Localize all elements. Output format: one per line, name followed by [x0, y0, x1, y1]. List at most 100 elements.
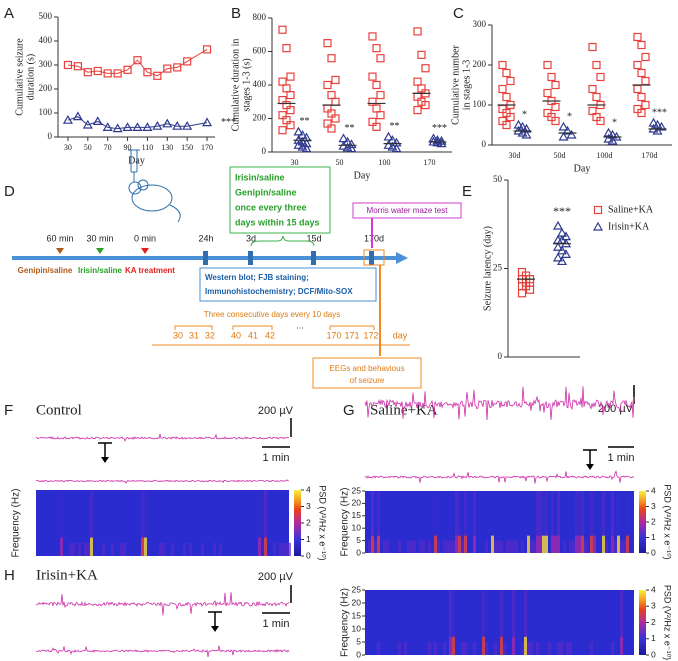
point: [286, 72, 295, 81]
spectrogram-cell: [446, 540, 449, 553]
spectrogram-cell: [455, 535, 458, 553]
x-tick-label: 50d: [554, 151, 566, 160]
spectrogram-cell: [626, 535, 629, 553]
spectrogram-cell: [162, 542, 165, 556]
panel-letter: C: [453, 5, 464, 22]
point: [293, 140, 304, 149]
spectrogram-cell: [201, 542, 204, 556]
point: [172, 120, 183, 130]
point: [143, 68, 152, 77]
x-axis-label: Day: [128, 155, 145, 166]
point: [551, 102, 560, 112]
spectrogram-cell: [563, 540, 566, 553]
point: [413, 106, 422, 115]
colorbar-label: PSD (V²/Hz x e⁻¹⁰): [663, 484, 673, 559]
eeg-trace: [35, 433, 290, 442]
point: [558, 131, 569, 141]
y-tick-label: 50: [493, 174, 503, 184]
annotation: *: [522, 109, 527, 120]
spectrogram-cell: [90, 490, 93, 538]
spectrogram-cell: [264, 537, 267, 556]
box-text: Immunohistochemistry; DCF/Mito-SOX: [205, 287, 353, 296]
y-axis-label: Frequency (Hz): [11, 489, 22, 558]
spectrogram-cell: [551, 535, 554, 553]
point: [498, 60, 507, 70]
point: [301, 143, 312, 153]
point: [543, 88, 552, 98]
y-tick-label: 0: [48, 131, 53, 141]
y-tick-label: 100: [473, 99, 487, 109]
y-tick-label: 400: [39, 35, 53, 45]
eeg-trace: [35, 479, 290, 484]
spectrogram-cell: [443, 540, 446, 553]
spectrogram-cell: [617, 491, 620, 536]
panel-d: D 60 min 30 min 0 min 24h 3d 15d 170d Ge…: [4, 149, 462, 389]
point: [282, 44, 291, 53]
spectrogram-cell: [87, 542, 90, 556]
spectrogram-cell: [539, 491, 542, 536]
spectrogram-cell: [377, 642, 380, 655]
box-text: Genipin/saline: [235, 187, 297, 197]
point: [372, 104, 381, 113]
box-text: days within 15 days: [235, 217, 320, 227]
series-line: [67, 48, 208, 77]
spectrogram-cell: [575, 535, 578, 553]
point: [436, 135, 447, 145]
point: [368, 72, 377, 81]
spectrogram-cell: [69, 542, 72, 556]
point: [331, 97, 340, 106]
y-tick-label: 0: [498, 351, 503, 361]
point: [592, 92, 601, 102]
point: [383, 140, 394, 149]
spectrogram-cell: [452, 540, 455, 553]
panel-letter: F: [4, 402, 13, 419]
spectrogram-cell: [506, 540, 509, 553]
spectrogram-cell: [512, 540, 515, 553]
y-axis-label: stages 1-3 (s): [241, 58, 252, 111]
spectrogram-cell: [494, 642, 497, 655]
annotation: **: [300, 116, 310, 127]
point: [297, 141, 308, 151]
point: [421, 64, 430, 73]
spectrogram-cell: [120, 542, 123, 556]
point: [286, 90, 295, 100]
point: [588, 42, 597, 52]
point: [182, 120, 193, 130]
legend-marker: [592, 221, 604, 231]
x-tick-label: 100: [379, 158, 391, 167]
point: [588, 84, 597, 94]
spectrogram-cell: [485, 642, 488, 655]
y-tick-label: 15: [352, 610, 362, 620]
y-tick-label: 5: [356, 535, 361, 545]
spectrogram-cell: [503, 642, 506, 655]
point: [278, 77, 287, 86]
arrow-head: [586, 464, 594, 470]
spectrogram-cell: [626, 491, 629, 536]
time-scale: 1 min: [263, 618, 290, 630]
spectrogram-cell: [461, 642, 464, 655]
point: [103, 69, 112, 78]
annotation: ***: [221, 117, 236, 128]
x-tick-label: 30d: [509, 151, 521, 160]
spectrogram-cell: [620, 540, 623, 553]
spectrogram-cell: [258, 537, 261, 556]
spectrogram-cell: [614, 540, 617, 553]
spectrogram-cell: [428, 540, 431, 553]
spectrogram-cell: [404, 642, 407, 655]
spectrogram-cell: [485, 540, 488, 553]
spectrogram-cell: [464, 642, 467, 655]
point: [633, 84, 642, 94]
time-scale: 1 min: [608, 452, 635, 464]
point: [327, 124, 336, 133]
spectrogram-cell: [410, 540, 413, 553]
y-tick-label: 600: [253, 46, 267, 56]
brackets: [174, 325, 375, 330]
spectrogram-cell: [527, 535, 530, 553]
spectrogram-cell: [542, 491, 545, 536]
timepoint: 0 min: [134, 233, 156, 243]
point: [560, 249, 572, 258]
spectrogram-cell: [515, 540, 518, 553]
point: [637, 40, 646, 50]
x-tick-label: 90: [124, 143, 132, 152]
x-tick-label: 100d: [597, 151, 613, 160]
